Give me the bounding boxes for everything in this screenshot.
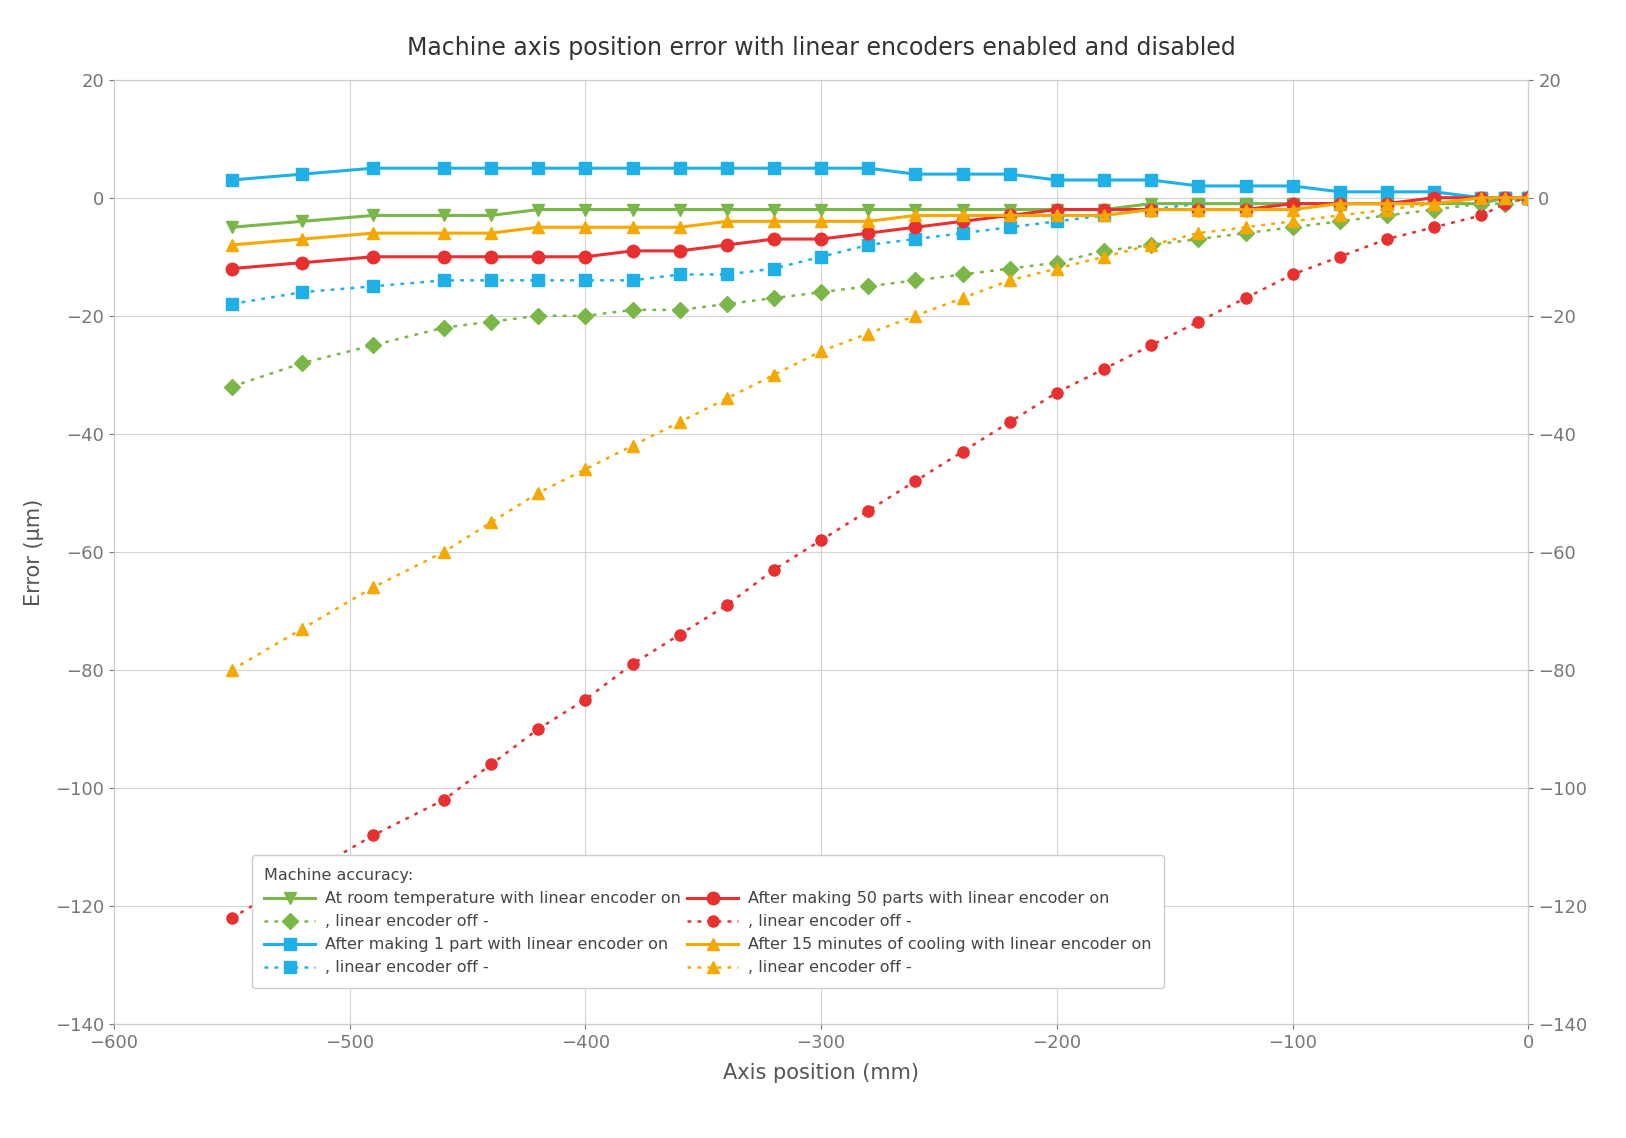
Title: Machine axis position error with linear encoders enabled and disabled: Machine axis position error with linear … [406,35,1236,59]
X-axis label: Axis position (mm): Axis position (mm) [724,1063,919,1083]
Y-axis label: Error (μm): Error (μm) [24,498,44,605]
Legend: At room temperature with linear encoder on, , linear encoder off -, After making: At room temperature with linear encoder … [252,856,1164,988]
